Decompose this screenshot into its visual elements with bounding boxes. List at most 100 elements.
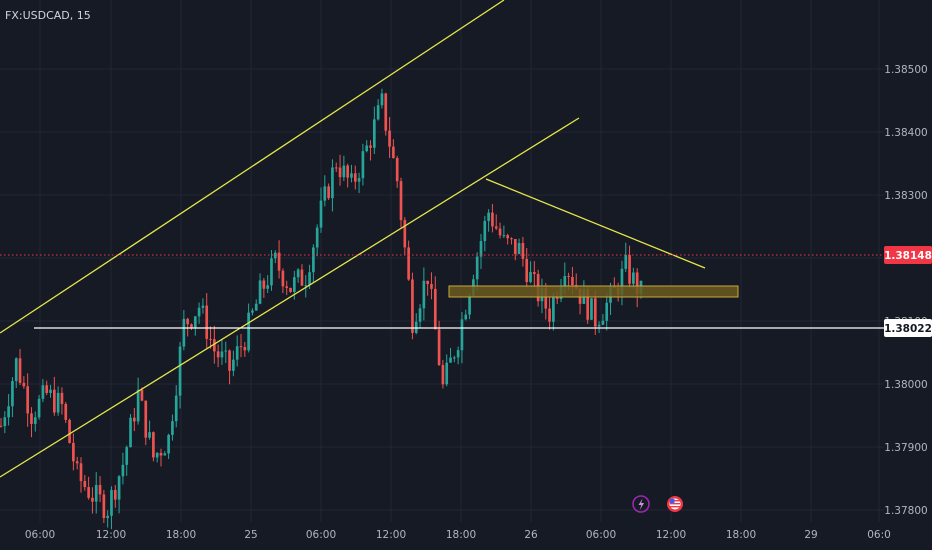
candle-body <box>228 350 231 371</box>
candle-body <box>380 93 384 106</box>
candle-body <box>235 346 239 360</box>
candle-body <box>140 389 144 401</box>
candle-body <box>167 434 170 454</box>
candle-body <box>182 318 186 347</box>
current-price-text: 1.38148 <box>884 250 932 262</box>
candle-body <box>399 181 403 221</box>
x-tick-label: 18:00 <box>166 529 196 541</box>
candle-body <box>346 165 349 178</box>
candle-body <box>590 298 593 320</box>
candle-body <box>56 392 60 413</box>
candle-body <box>464 314 468 320</box>
candle-body <box>45 385 49 393</box>
candle-body <box>315 227 319 248</box>
x-tick-label: 12:00 <box>376 529 406 541</box>
candle-body <box>254 303 258 311</box>
candle-body <box>251 310 254 313</box>
drawings <box>0 0 884 478</box>
candle-body <box>552 297 555 322</box>
candle-body <box>620 268 624 295</box>
candle-body <box>247 312 250 351</box>
candle-body <box>239 346 243 348</box>
candle-body <box>129 417 132 448</box>
candle-body <box>148 432 151 438</box>
candle-body <box>193 316 197 328</box>
candle-body <box>3 417 7 427</box>
x-tick-label: 12:00 <box>656 529 686 541</box>
candle-body <box>369 145 372 148</box>
candle-body <box>411 279 414 333</box>
candle-body <box>68 419 71 443</box>
candle-body <box>144 400 148 438</box>
candle-body <box>186 318 189 325</box>
candle-body <box>110 489 113 516</box>
candle-body <box>49 389 52 393</box>
candle-body <box>605 302 609 321</box>
candle-body <box>163 453 167 456</box>
candle-body <box>117 476 121 500</box>
candle-body <box>357 178 361 182</box>
support-zone[interactable] <box>448 285 739 298</box>
candle-body <box>296 269 300 278</box>
candle-body <box>293 277 296 293</box>
candle-body <box>350 173 353 178</box>
candle-body <box>517 243 521 254</box>
candles <box>0 88 643 530</box>
candle-body <box>414 321 418 333</box>
x-tick-label: 26 <box>524 529 538 541</box>
candle-body <box>75 461 79 464</box>
candle-body <box>308 272 311 286</box>
x-tick-label: 25 <box>244 529 257 541</box>
descending-trendline[interactable] <box>485 178 706 269</box>
candle-body <box>430 284 433 289</box>
lightning-icon[interactable] <box>632 495 650 513</box>
time-axis[interactable]: 06:00 12:00 18:00 25 06:00 12:00 18:00 26 06:00 1… <box>25 529 891 541</box>
candle-body <box>555 297 559 299</box>
candle-body <box>197 307 201 317</box>
candle-body <box>327 186 330 199</box>
candle-body <box>365 145 369 152</box>
candle-body <box>361 151 365 179</box>
candle-body <box>418 308 422 322</box>
candle-body <box>483 220 487 242</box>
candle-body <box>33 417 37 424</box>
candle-body <box>319 200 323 228</box>
candle-body <box>304 285 308 287</box>
candle-body <box>64 403 68 420</box>
candle-body <box>601 320 605 325</box>
candle-body <box>593 298 597 327</box>
y-tick-label: 1.38500 <box>884 64 927 76</box>
us-flag-icon[interactable] <box>667 496 683 512</box>
candle-body <box>548 308 551 322</box>
x-tick-label: 18:00 <box>446 529 476 541</box>
candle-body <box>498 228 502 236</box>
candle-body <box>567 276 570 278</box>
candle-body <box>37 398 41 418</box>
candle-body <box>323 186 327 201</box>
channel-upper-line[interactable] <box>0 0 505 334</box>
candle-body <box>79 463 83 482</box>
candle-body <box>460 319 464 351</box>
candle-body <box>289 287 292 293</box>
candle-body <box>521 243 525 259</box>
candle-body <box>91 497 94 502</box>
candle-body <box>159 452 163 456</box>
candle-body <box>445 362 449 385</box>
x-tick-label: 12:00 <box>96 529 126 541</box>
candle-body <box>479 241 483 257</box>
candle-body <box>106 515 109 519</box>
candle-body <box>468 295 471 315</box>
candle-body <box>433 288 437 330</box>
candle-body <box>273 252 277 259</box>
candle-body <box>53 389 56 413</box>
candle-body <box>506 235 509 239</box>
candle-body <box>392 146 395 158</box>
candle-body <box>83 481 87 488</box>
candle-body <box>353 173 357 182</box>
candle-body <box>277 252 281 271</box>
candle-body <box>11 381 14 407</box>
candle-body <box>628 255 631 284</box>
candle-body <box>41 385 45 399</box>
channel-lower-line[interactable] <box>0 117 580 478</box>
